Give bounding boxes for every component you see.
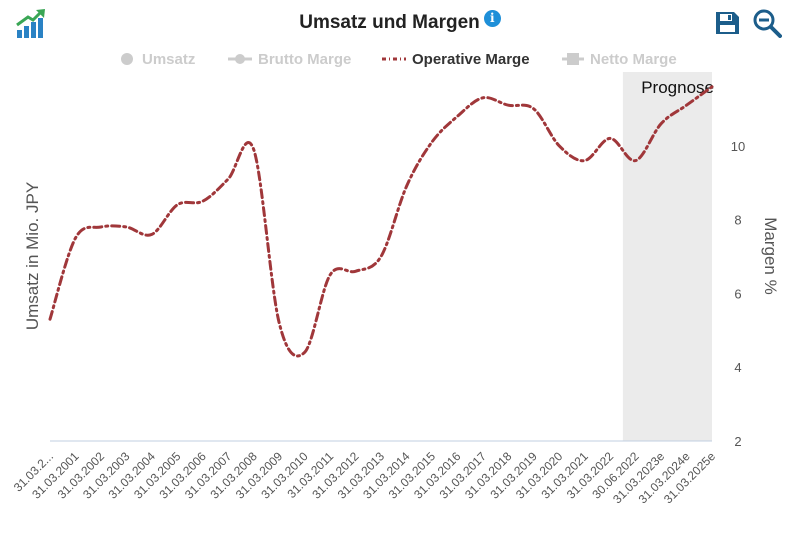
chart-legend: Umsatz Brutto Marge Operative Marge Nett… [0, 48, 800, 70]
y-axis-title-right: Margen % [761, 217, 780, 294]
y-tick-label: 10 [731, 139, 745, 154]
series-line-operative-marge [48, 85, 714, 358]
info-icon[interactable]: i [483, 10, 501, 27]
legend-item-operative-marge[interactable]: Operative Marge [382, 48, 530, 70]
y-tick-label: 4 [734, 360, 741, 375]
y-axis-title-left: Umsatz in Mio. JPY [23, 182, 42, 330]
growth-chart-logo-icon [16, 9, 45, 38]
legend-item-umsatz[interactable]: Umsatz [118, 48, 195, 70]
legend-line-circle-icon [228, 54, 252, 64]
legend-dash-dot-icon [382, 57, 406, 61]
legend-label-umsatz: Umsatz [142, 50, 196, 68]
legend-label-brutto-marge: Brutto Marge [258, 50, 352, 68]
chart-title: Umsatz und Margen i [0, 10, 800, 34]
legend-item-netto-marge[interactable]: Netto Marge [562, 48, 677, 70]
legend-item-brutto-marge[interactable]: Brutto Marge [228, 48, 351, 70]
forecast-band [622, 72, 712, 441]
y-tick-label: 2 [734, 434, 741, 449]
chart-title-text: Umsatz und Margen [299, 12, 480, 33]
legend-label-netto-marge: Netto Marge [590, 50, 677, 68]
legend-square-icon [562, 53, 584, 65]
forecast-label: Prognose [641, 78, 714, 97]
y-tick-label: 8 [734, 213, 741, 228]
legend-label-operative-marge: Operative Marge [412, 50, 530, 68]
zoom-out-icon[interactable] [752, 8, 782, 38]
legend-circle-icon [121, 53, 133, 65]
y-tick-label: 6 [734, 286, 741, 301]
save-icon[interactable] [712, 8, 742, 38]
